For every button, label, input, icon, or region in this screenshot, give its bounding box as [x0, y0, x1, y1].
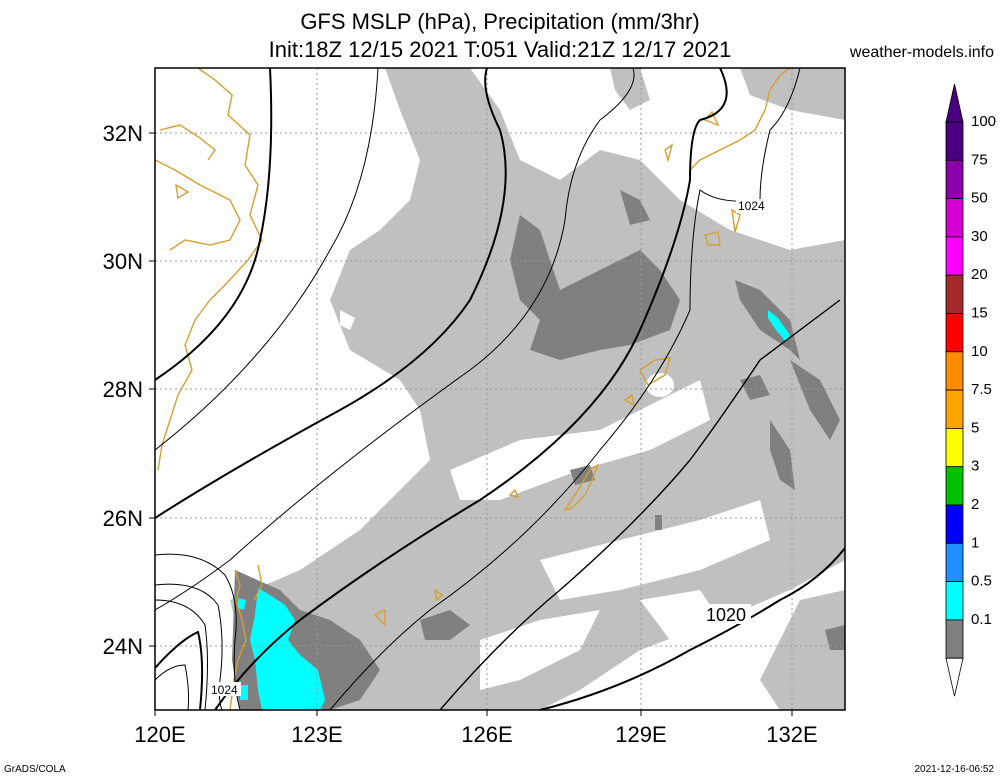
- lon-label-123e: 123E: [291, 722, 342, 747]
- legend-swatch: [945, 313, 964, 353]
- legend-swatch: [945, 236, 964, 276]
- legend-level-label: 2: [971, 496, 979, 513]
- legend-level-label: 1: [971, 534, 979, 551]
- legend-level-label: 30: [971, 228, 988, 245]
- footer-timestamp: 2021-12-16-06:52: [914, 764, 994, 775]
- chart-subtitle: Init:18Z 12/15 2021 T:051 Valid:21Z 12/1…: [268, 37, 732, 62]
- footer-software-credit: GrADS/COLA: [4, 764, 66, 775]
- legend-level-label: 50: [971, 190, 988, 207]
- legend-swatch: [945, 466, 964, 506]
- legend-level-label: 0.5: [971, 573, 992, 590]
- isobars: [155, 68, 845, 710]
- lat-label-26n: 26N: [103, 506, 143, 531]
- legend-swatch: [945, 389, 964, 429]
- lon-axis-labels: 120E 123E 126E 129E 132E: [134, 722, 817, 747]
- legend-swatch: [945, 542, 964, 582]
- precip-gaps: [340, 310, 770, 690]
- legend-level-label: 3: [971, 458, 979, 475]
- legend-swatch: [945, 504, 964, 544]
- precip-color-legend: 100 75 50 30 20 15 10 7.5 5 3 2 1 0.5 0.1: [945, 83, 996, 697]
- legend-swatch: [945, 121, 964, 161]
- isobar-labels: 1024 1020 1024: [209, 199, 768, 697]
- legend-level-label: 20: [971, 266, 988, 283]
- lat-label-30n: 30N: [103, 249, 143, 274]
- legend-level-label: 100: [971, 113, 996, 130]
- legend-swatch: [945, 198, 964, 238]
- legend-top-arrow: [945, 83, 964, 123]
- isobar-label-1024-south: 1024: [211, 683, 238, 697]
- chart-title: GFS MSLP (hPa), Precipitation (mm/3hr): [300, 9, 700, 34]
- lat-label-32n: 32N: [103, 121, 143, 146]
- lon-label-120e: 120E: [134, 722, 185, 747]
- legend-swatch: [945, 159, 964, 200]
- lon-label-132e: 132E: [766, 722, 817, 747]
- isobar-label-1024-north: 1024: [738, 199, 765, 213]
- legend-swatch: [945, 351, 964, 391]
- site-credit: weather-models.info: [849, 44, 994, 61]
- lat-axis-labels: 32N 30N 28N 26N 24N: [103, 121, 143, 659]
- legend-level-label: 0.1: [971, 611, 992, 628]
- legend-swatch: [945, 427, 964, 468]
- lat-label-28n: 28N: [103, 377, 143, 402]
- isobar-label-1020: 1020: [706, 605, 746, 625]
- legend-bottom-arrow: [945, 657, 964, 697]
- legend-swatch: [945, 581, 964, 621]
- axis-ticks: [149, 132, 793, 716]
- precip-heavy-shading: [238, 310, 790, 710]
- legend-level-label: 7.5: [971, 381, 992, 398]
- legend-swatch: [945, 274, 964, 314]
- lon-label-126e: 126E: [461, 722, 512, 747]
- legend-level-label: 5: [971, 419, 979, 436]
- map-plot-area: 1024 1020 1024: [155, 68, 845, 710]
- lon-label-129e: 129E: [615, 722, 666, 747]
- coastlines: [155, 68, 791, 710]
- legend-swatch: [945, 619, 964, 659]
- legend-level-label: 15: [971, 305, 988, 322]
- lat-label-24n: 24N: [103, 634, 143, 659]
- legend-level-label: 75: [971, 151, 988, 168]
- legend-level-label: 10: [971, 343, 988, 360]
